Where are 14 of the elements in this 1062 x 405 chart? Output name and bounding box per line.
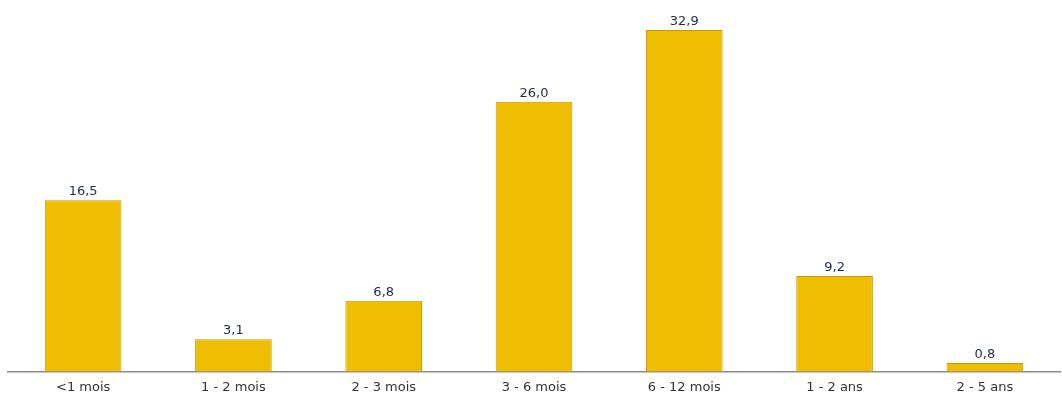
data-label: 26,0 <box>519 84 549 100</box>
x-tick-label: 1 - 2 ans <box>806 378 864 394</box>
data-label: 9,2 <box>824 258 845 274</box>
x-tick-label: 2 - 3 mois <box>351 378 417 394</box>
x-tick-label: 2 - 5 ans <box>956 378 1014 394</box>
x-tick-label: 6 - 12 mois <box>647 378 721 394</box>
data-label: 3,1 <box>223 322 244 338</box>
x-tick-label: <1 mois <box>55 378 111 394</box>
x-tick-label: 3 - 6 mois <box>501 378 567 394</box>
data-label: 6,8 <box>373 283 395 299</box>
data-label: 32,9 <box>669 12 699 28</box>
data-label: 0,8 <box>974 345 996 361</box>
data-label: 16,5 <box>68 183 98 199</box>
x-tick-label: 1 - 2 mois <box>201 378 266 394</box>
